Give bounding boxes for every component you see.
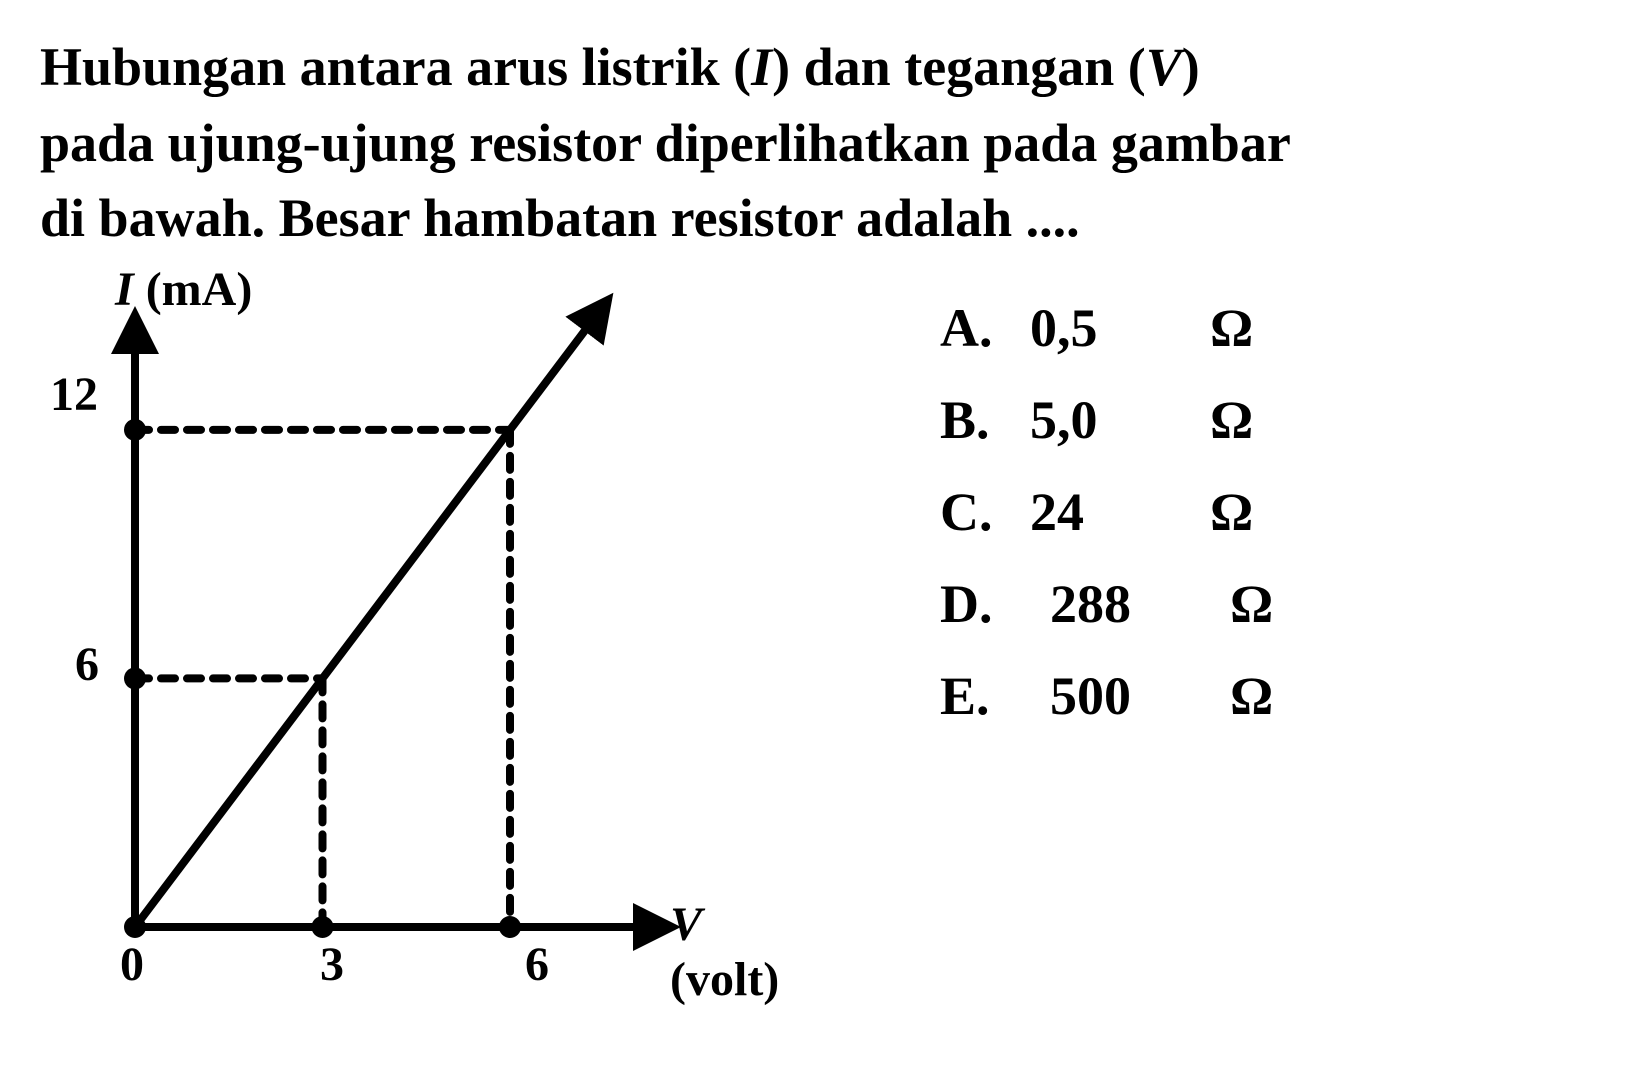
y-tick-6: 6 <box>75 637 99 692</box>
q-text-part: Hubungan antara arus listrik ( <box>40 37 751 97</box>
y-tick-12: 12 <box>50 367 98 422</box>
option-d: D. 288 Ω <box>940 573 1273 635</box>
q-line2: pada ujung-ujung resistor diperlihatkan … <box>40 113 1291 173</box>
option-letter: A. <box>940 297 1030 359</box>
option-unit: Ω <box>1230 665 1273 727</box>
option-value: 288 <box>1050 573 1230 635</box>
option-value: 0,5 <box>1030 297 1210 359</box>
q-text-part: ) dan tegangan ( <box>772 37 1146 97</box>
x-tick-3: 3 <box>320 937 344 992</box>
iv-chart: I (mA) 12 6 0 3 6 V (volt) <box>40 267 760 987</box>
option-value: 24 <box>1030 481 1210 543</box>
y-axis-unit: (mA) <box>134 263 253 316</box>
x-tick-0: 0 <box>120 937 144 992</box>
option-c: C. 24 Ω <box>940 481 1273 543</box>
option-a: A. 0,5 Ω <box>940 297 1273 359</box>
x-axis-var: V <box>670 898 702 951</box>
question-text: Hubungan antara arus listrik (I) dan teg… <box>40 30 1610 257</box>
q-var-V: V <box>1146 37 1182 97</box>
x-axis-label: V (volt) <box>670 897 779 1007</box>
x-tick-6: 6 <box>525 937 549 992</box>
q-line3: di bawah. Besar hambatan resistor adalah… <box>40 188 1080 248</box>
option-value: 5,0 <box>1030 389 1210 451</box>
option-unit: Ω <box>1230 573 1273 635</box>
option-value: 500 <box>1050 665 1230 727</box>
option-unit: Ω <box>1210 481 1253 543</box>
content-row: I (mA) 12 6 0 3 6 V (volt) A. 0,5 Ω B. 5… <box>40 267 1610 987</box>
x-axis-unit: (volt) <box>670 953 779 1006</box>
option-letter: E. <box>940 665 1030 727</box>
option-unit: Ω <box>1210 389 1253 451</box>
option-unit: Ω <box>1210 297 1253 359</box>
option-letter: D. <box>940 573 1030 635</box>
option-e: E. 500 Ω <box>940 665 1273 727</box>
q-var-I: I <box>751 37 772 97</box>
option-letter: C. <box>940 481 1030 543</box>
chart-svg <box>40 267 760 987</box>
y-axis-var: I <box>115 263 134 316</box>
q-text-part: ) <box>1182 37 1200 97</box>
option-b: B. 5,0 Ω <box>940 389 1273 451</box>
option-letter: B. <box>940 389 1030 451</box>
options-list: A. 0,5 Ω B. 5,0 Ω C. 24 Ω D. 288 Ω E. 50… <box>940 297 1273 757</box>
y-axis-label: I (mA) <box>115 262 252 317</box>
